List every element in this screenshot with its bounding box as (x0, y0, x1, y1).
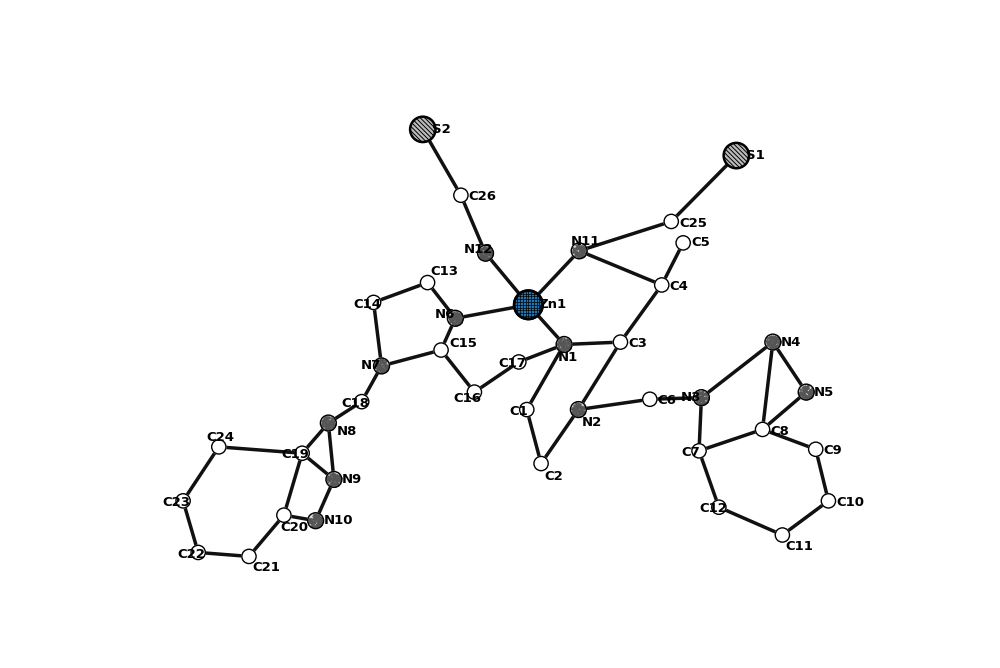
Text: C22: C22 (178, 548, 205, 560)
Text: C10: C10 (836, 496, 864, 509)
Circle shape (176, 494, 190, 508)
Text: C17: C17 (498, 357, 526, 370)
Circle shape (765, 334, 781, 350)
Circle shape (191, 545, 205, 560)
Text: C19: C19 (282, 448, 309, 462)
Circle shape (755, 422, 770, 437)
Circle shape (775, 528, 790, 542)
Circle shape (655, 278, 669, 292)
Text: C24: C24 (206, 431, 234, 444)
Circle shape (320, 415, 336, 431)
Text: C18: C18 (341, 397, 369, 409)
Circle shape (374, 358, 389, 374)
Text: C7: C7 (682, 446, 700, 459)
Text: C15: C15 (449, 337, 477, 350)
Text: N4: N4 (781, 335, 801, 349)
Circle shape (478, 245, 493, 261)
Text: Zn1: Zn1 (538, 299, 566, 311)
Circle shape (308, 513, 324, 528)
Circle shape (693, 389, 709, 405)
Text: C2: C2 (544, 470, 563, 483)
Circle shape (295, 446, 309, 460)
Text: C20: C20 (281, 521, 309, 534)
Circle shape (556, 337, 572, 353)
Circle shape (410, 117, 436, 142)
Text: C14: C14 (353, 297, 381, 311)
Text: N9: N9 (342, 473, 362, 486)
Text: C26: C26 (469, 190, 497, 203)
Text: C13: C13 (431, 265, 459, 278)
Circle shape (724, 143, 749, 168)
Text: C25: C25 (679, 216, 707, 230)
Circle shape (277, 508, 291, 522)
Text: C8: C8 (770, 424, 789, 438)
Text: N7: N7 (361, 359, 381, 373)
Circle shape (467, 385, 482, 399)
Circle shape (798, 384, 814, 400)
Text: S2: S2 (432, 123, 451, 136)
Circle shape (447, 311, 463, 326)
Circle shape (326, 472, 342, 488)
Circle shape (534, 456, 548, 471)
Text: N8: N8 (336, 424, 357, 438)
Text: N12: N12 (463, 242, 493, 256)
Circle shape (692, 444, 706, 458)
Circle shape (242, 549, 256, 564)
Text: C4: C4 (670, 280, 689, 293)
Text: N6: N6 (435, 308, 455, 321)
Text: C9: C9 (824, 444, 842, 458)
Text: C16: C16 (454, 392, 482, 405)
Circle shape (821, 494, 836, 508)
Text: S1: S1 (746, 149, 765, 162)
Circle shape (366, 295, 381, 309)
Circle shape (355, 395, 369, 409)
Circle shape (570, 401, 586, 418)
Circle shape (212, 440, 226, 454)
Circle shape (571, 243, 587, 259)
Circle shape (514, 291, 543, 319)
Circle shape (712, 500, 726, 514)
Circle shape (454, 188, 468, 202)
Circle shape (434, 343, 448, 357)
Text: C6: C6 (658, 394, 677, 407)
Text: N5: N5 (814, 385, 834, 399)
Circle shape (676, 236, 690, 250)
Circle shape (512, 355, 526, 369)
Circle shape (664, 214, 678, 228)
Circle shape (514, 291, 543, 319)
Text: N3: N3 (681, 391, 701, 404)
Text: N1: N1 (558, 351, 578, 363)
Text: C21: C21 (252, 561, 280, 574)
Circle shape (643, 392, 657, 406)
Text: C3: C3 (628, 337, 647, 350)
Text: C11: C11 (786, 540, 813, 552)
Text: C5: C5 (691, 236, 710, 249)
Circle shape (809, 442, 823, 456)
Circle shape (420, 275, 435, 290)
Circle shape (520, 402, 534, 417)
Text: N11: N11 (571, 234, 601, 248)
Text: C1: C1 (509, 405, 528, 418)
Text: N10: N10 (324, 514, 353, 527)
Text: N2: N2 (582, 415, 602, 429)
Text: C23: C23 (162, 496, 190, 509)
Circle shape (613, 335, 628, 349)
Text: C12: C12 (700, 502, 728, 515)
